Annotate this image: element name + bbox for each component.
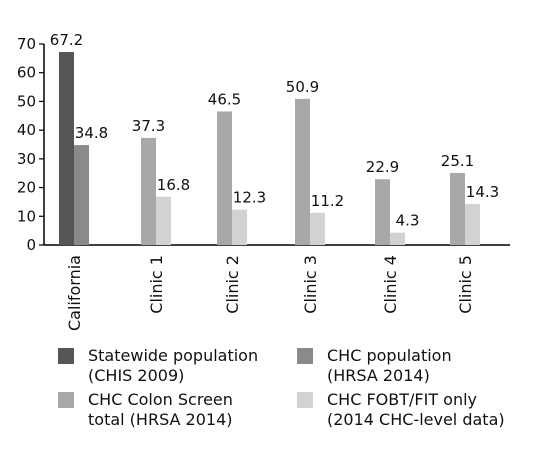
y-tick-label-10: 10: [17, 207, 36, 225]
y-tick-label-70: 70: [17, 35, 36, 53]
data-label-clinic-5-1: 25.1: [441, 152, 474, 170]
y-tick-label-0: 0: [26, 236, 36, 254]
x-tick-label-california: California: [65, 255, 84, 331]
bar-california-1: [59, 52, 74, 245]
bar-clinic-1-2: [156, 196, 171, 245]
data-label-clinic-1-1: 37.3: [132, 117, 165, 135]
data-label-clinic-1-2: 16.8: [157, 176, 190, 194]
data-label-clinic-3-2: 11.2: [311, 192, 344, 210]
bar-clinic-2-2: [232, 209, 247, 245]
bar-clinic-3-1: [295, 98, 310, 245]
y-tick-label-20: 20: [17, 179, 36, 197]
data-label-clinic-5-2: 14.3: [466, 183, 499, 201]
y-tick-label-60: 60: [17, 64, 36, 82]
bar-california-2: [74, 145, 89, 245]
x-tick-label-clinic-1: Clinic 1: [147, 255, 166, 314]
bar-clinic-4-2: [390, 232, 405, 245]
bar-clinic-5-1: [450, 172, 465, 245]
bar-clinic-3-2: [310, 212, 325, 245]
y-tick-label-40: 40: [17, 121, 36, 139]
x-tick-label-clinic-5: Clinic 5: [456, 255, 475, 314]
bar-clinic-4-1: [375, 179, 390, 245]
data-label-clinic-3-1: 50.9: [286, 78, 319, 96]
y-tick-label-50: 50: [17, 92, 36, 110]
data-label-clinic-2-1: 46.5: [208, 90, 241, 108]
data-label-clinic-4-2: 4.3: [396, 212, 420, 230]
data-label-california-1: 67.2: [50, 31, 83, 49]
bar-clinic-5-2: [465, 203, 480, 245]
data-label-clinic-4-1: 22.9: [366, 158, 399, 176]
data-label-california-2: 34.8: [75, 124, 108, 142]
x-tick-label-clinic-3: Clinic 3: [301, 255, 320, 314]
y-tick-label-30: 30: [17, 150, 36, 168]
bar-clinic-1-1: [141, 137, 156, 245]
x-tick-label-clinic-4: Clinic 4: [381, 255, 400, 314]
bar-clinic-2-1: [217, 111, 232, 245]
x-tick-label-clinic-2: Clinic 2: [223, 255, 242, 314]
data-label-clinic-2-2: 12.3: [233, 189, 266, 207]
